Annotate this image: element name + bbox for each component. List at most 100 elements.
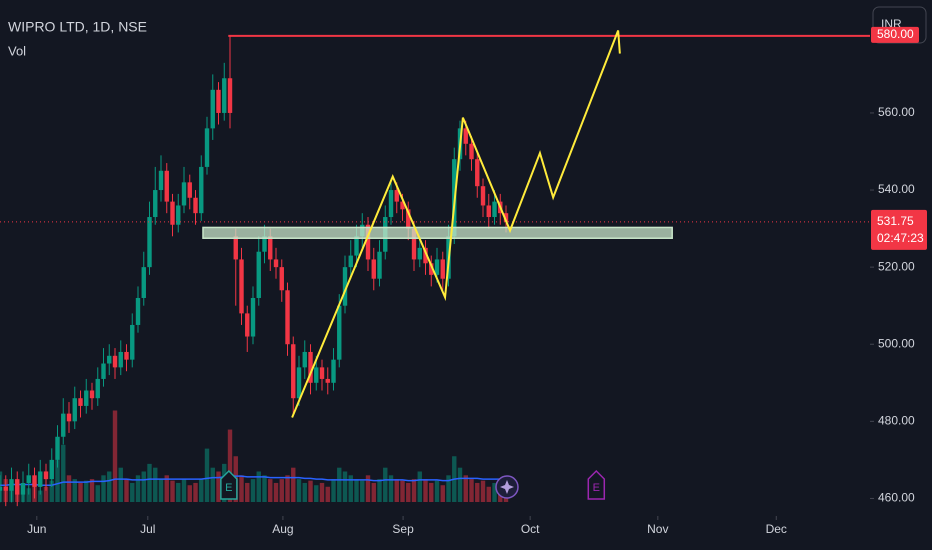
- event-marker: [220, 469, 238, 500]
- x-tick-label: Sep: [392, 522, 414, 536]
- candle-body: [239, 259, 244, 314]
- candle-body: [170, 201, 175, 225]
- volume-bar: [417, 471, 422, 502]
- candle-body: [26, 475, 31, 484]
- volume-bar: [291, 467, 296, 502]
- candle-body: [308, 351, 313, 383]
- volume-bar: [400, 480, 405, 502]
- price-tag-label: 531.75: [877, 214, 914, 228]
- candle-body: [273, 259, 279, 268]
- candle-body: [9, 479, 14, 491]
- candle-body: [417, 247, 422, 260]
- candle-body: [158, 170, 164, 191]
- volume-bar: [337, 467, 342, 502]
- x-tick-label: Jun: [27, 522, 46, 536]
- volume-bar: [296, 479, 302, 502]
- volume-bar: [55, 460, 60, 502]
- candle-body: [423, 247, 428, 264]
- volume-bar: [38, 490, 43, 502]
- chart-title: WIPRO LTD, 1D, NSE: [8, 19, 147, 35]
- event-label: E: [225, 482, 232, 494]
- y-tick-label: 540.00: [878, 182, 915, 196]
- candle-body: [78, 398, 83, 406]
- y-tick-label: 500.00: [878, 336, 915, 350]
- volume-bar: [492, 482, 497, 502]
- candle-body: [331, 359, 336, 383]
- candle-body: [492, 201, 497, 218]
- candle-body: [440, 259, 445, 279]
- event-marker: [587, 469, 606, 500]
- candle-body: [434, 259, 440, 275]
- volume-bar: [273, 482, 279, 502]
- candle-body: [325, 378, 330, 383]
- volume-bar: [61, 444, 66, 502]
- volume-bar: [371, 482, 376, 502]
- volume-bar: [348, 475, 353, 502]
- candle-body: [377, 251, 382, 279]
- volume-bar: [72, 479, 77, 502]
- candle-body: [101, 363, 106, 379]
- volume-bar: [227, 429, 233, 502]
- candle-body: [55, 436, 60, 460]
- candle-body: [256, 251, 261, 298]
- volume-bar: [463, 475, 468, 502]
- candle-body: [469, 143, 474, 160]
- volume-bar: [89, 479, 95, 502]
- volume-bar: [43, 486, 49, 502]
- volume-bar: [331, 479, 336, 502]
- volume-bar: [469, 479, 474, 502]
- replay-icon[interactable]: [495, 475, 519, 499]
- candle-body: [233, 236, 238, 260]
- candle-body: [43, 471, 49, 480]
- volume-bar: [118, 467, 123, 502]
- candle-body: [475, 159, 480, 187]
- x-tick-label: Jul: [140, 522, 155, 536]
- volume-bar: [158, 479, 164, 502]
- candle-body: [112, 355, 118, 368]
- candle-body: [354, 236, 359, 256]
- candle-body: [394, 190, 399, 202]
- volume-bar: [314, 485, 319, 502]
- volume-bar: [256, 471, 261, 502]
- candle-body: [388, 190, 394, 218]
- volume-bar: [440, 485, 445, 502]
- volume-bar: [0, 471, 3, 502]
- volume-bar: [153, 467, 158, 502]
- volume-bar: [204, 448, 210, 502]
- candle-body: [199, 166, 204, 214]
- candle-body: [463, 128, 468, 144]
- volume-bar: [423, 479, 428, 502]
- volume-bar: [199, 479, 204, 502]
- volume-bar: [319, 482, 325, 502]
- volume-bar: [239, 475, 244, 502]
- candle-body: [32, 475, 37, 487]
- candle-body: [486, 205, 491, 218]
- y-tick-label: 520.00: [878, 259, 915, 273]
- candle-body: [222, 78, 227, 113]
- volume-bar: [377, 479, 382, 502]
- event-label: E: [593, 482, 600, 494]
- volume-bar: [176, 482, 181, 502]
- candle-body: [38, 471, 43, 487]
- level-tag: [871, 26, 919, 43]
- candle-body: [250, 297, 256, 337]
- countdown-label: 02:47:23: [877, 231, 924, 245]
- candle-body: [227, 78, 233, 113]
- indicator-label: Vol: [8, 43, 26, 58]
- price-tag: [871, 209, 927, 250]
- candle-body: [216, 89, 221, 113]
- level-tag-label: 580.00: [877, 27, 914, 41]
- x-tick-label: Dec: [766, 522, 787, 536]
- candle-body: [365, 224, 371, 260]
- volume-bar: [112, 410, 118, 502]
- icon-star[interactable]: [500, 480, 514, 494]
- candle-body: [204, 128, 210, 167]
- candle-body: [89, 390, 95, 399]
- volume-bar: [193, 482, 198, 502]
- volume-bar: [325, 486, 330, 502]
- candle-body: [61, 413, 66, 437]
- volume-bar: [84, 480, 89, 502]
- volume-bar: [365, 475, 371, 502]
- candle-body: [279, 267, 284, 291]
